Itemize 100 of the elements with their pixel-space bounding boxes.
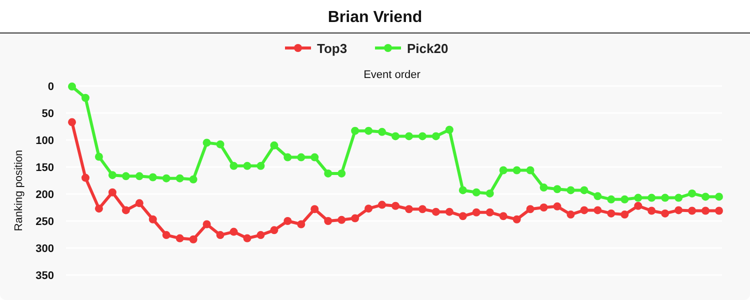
point	[418, 205, 426, 214]
point	[580, 206, 588, 214]
x-axis-title: Event order	[364, 69, 421, 81]
point	[230, 162, 238, 170]
point	[566, 186, 575, 194]
point	[607, 209, 616, 218]
point	[580, 186, 588, 194]
point	[148, 215, 157, 224]
point	[648, 206, 656, 215]
point	[594, 192, 602, 200]
point	[634, 194, 642, 202]
y-tick-label: 300	[36, 243, 54, 255]
point	[94, 204, 103, 213]
y-tick-label: 200	[36, 189, 54, 201]
point	[135, 172, 144, 180]
point	[418, 132, 426, 140]
y-tick-label: 50	[42, 108, 54, 120]
point	[216, 140, 224, 148]
point	[297, 220, 306, 228]
point	[661, 209, 670, 218]
point	[338, 169, 346, 178]
point	[297, 153, 306, 162]
point	[404, 205, 413, 214]
chart-title: Brian Vriend	[328, 9, 422, 26]
point	[702, 192, 710, 201]
point	[620, 195, 629, 204]
y-tick-label: 350	[36, 270, 54, 282]
point	[715, 192, 723, 201]
legend-label: Pick20	[407, 41, 448, 56]
point	[620, 210, 629, 219]
point	[432, 132, 440, 140]
y-tick-label: 250	[36, 216, 54, 228]
point	[378, 128, 386, 136]
point	[432, 208, 440, 216]
point	[472, 208, 480, 216]
legend-label: Top3	[317, 41, 348, 56]
point	[68, 118, 76, 126]
y-tick-label: 100	[36, 135, 54, 147]
y-axis-title: Ranking position	[13, 150, 25, 232]
point	[364, 126, 373, 135]
point	[688, 189, 696, 198]
point	[594, 206, 602, 214]
point	[486, 208, 494, 216]
point	[122, 206, 130, 214]
point	[512, 215, 521, 224]
point	[310, 153, 319, 162]
point	[189, 235, 198, 244]
point	[270, 141, 278, 150]
point	[176, 174, 184, 182]
point	[162, 231, 170, 240]
point	[68, 82, 76, 91]
point	[148, 173, 157, 182]
point	[378, 200, 386, 209]
point	[540, 204, 548, 212]
point	[256, 231, 265, 240]
point	[230, 228, 238, 236]
point	[634, 202, 642, 210]
point	[445, 126, 454, 134]
point	[324, 217, 332, 225]
point	[392, 202, 400, 210]
point	[512, 166, 521, 174]
point	[310, 205, 319, 214]
point	[162, 174, 170, 182]
point	[94, 152, 103, 161]
point	[284, 217, 292, 225]
y-tick-label: 150	[36, 162, 54, 174]
point	[243, 234, 252, 242]
point	[499, 212, 508, 220]
point	[108, 171, 116, 180]
point	[270, 226, 278, 234]
point	[540, 184, 548, 192]
point	[499, 166, 508, 174]
point	[256, 162, 265, 170]
point	[324, 169, 332, 178]
point	[607, 195, 616, 204]
y-tick-label: 0	[48, 81, 54, 93]
point	[661, 194, 670, 202]
point	[81, 94, 90, 102]
point	[189, 175, 198, 184]
point	[674, 194, 683, 202]
point	[243, 162, 252, 170]
point	[648, 194, 656, 202]
point	[351, 126, 360, 135]
point	[81, 174, 90, 182]
point	[486, 189, 494, 198]
point	[176, 234, 184, 242]
point	[404, 132, 413, 140]
point	[688, 206, 696, 215]
point	[472, 188, 480, 196]
point	[122, 172, 130, 180]
point	[553, 185, 562, 194]
point	[216, 231, 224, 240]
point	[526, 205, 534, 214]
point	[338, 216, 346, 224]
point	[284, 153, 292, 162]
point	[715, 206, 723, 215]
point	[108, 188, 116, 196]
point	[202, 220, 211, 228]
point	[458, 186, 467, 194]
point	[364, 204, 373, 213]
